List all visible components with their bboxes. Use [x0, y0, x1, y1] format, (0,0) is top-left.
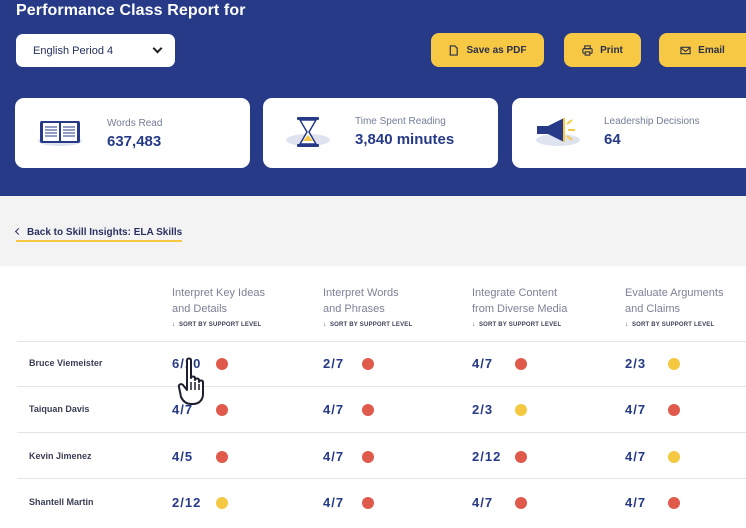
email-button[interactable]: Email — [659, 33, 746, 67]
score-cell[interactable]: 4/7 — [625, 402, 647, 417]
column-header-diverse-media: Integrate Content from Diverse Media — [472, 287, 568, 315]
class-select[interactable]: English Period 4 — [16, 34, 175, 67]
printer-icon — [582, 44, 593, 56]
column-header-words-phrases: Interpret Words and Phrases — [323, 287, 399, 315]
chevron-down-icon — [152, 43, 163, 54]
row-divider — [17, 432, 746, 433]
support-level-dot — [515, 497, 527, 509]
support-level-dot — [362, 451, 374, 463]
save-pdf-button[interactable]: Save as PDF — [431, 33, 544, 67]
back-link[interactable]: Back to Skill Insights: ELA Skills — [14, 227, 183, 242]
student-name: Kevin Jimenez — [29, 451, 92, 461]
support-level-dot — [515, 404, 527, 416]
row-divider — [17, 341, 746, 342]
support-level-dot — [216, 358, 228, 370]
score-cell[interactable]: 4/7 — [323, 495, 345, 510]
score-cell[interactable]: 4/7 — [472, 495, 494, 510]
support-level-dot — [668, 451, 680, 463]
row-divider — [17, 478, 746, 479]
stat-card-leadership: Leadership Decisions 64 — [512, 98, 746, 168]
support-level-dot — [668, 358, 680, 370]
support-level-dot — [515, 358, 527, 370]
score-cell[interactable]: 4/7 — [323, 449, 345, 464]
save-pdf-label: Save as PDF — [466, 44, 527, 56]
support-level-dot — [515, 451, 527, 463]
print-label: Print — [600, 44, 623, 56]
email-label: Email — [698, 44, 725, 56]
student-name: Shantell Martin — [29, 497, 94, 507]
score-cell[interactable]: 4/7 — [172, 402, 194, 417]
book-icon — [38, 121, 82, 146]
subnav-band — [0, 196, 746, 266]
chevron-left-icon — [14, 227, 23, 236]
score-cell[interactable]: 4/7 — [472, 356, 494, 371]
page-title: Performance Class Report for — [16, 2, 246, 19]
sort-button[interactable]: ↓ SORT BY SUPPORT LEVEL — [472, 322, 562, 328]
hand-pointer-icon — [177, 357, 204, 405]
stat-card-words-read: Words Read 637,483 — [15, 98, 250, 168]
score-cell[interactable]: 2/3 — [472, 402, 494, 417]
support-level-dot — [362, 404, 374, 416]
stat-label: Leadership Decisions — [604, 116, 700, 127]
score-cell[interactable]: 4/7 — [625, 449, 647, 464]
score-cell[interactable]: 4/7 — [625, 495, 647, 510]
stat-card-time-reading: Time Spent Reading 3,840 minutes — [263, 98, 498, 168]
score-cell[interactable]: 2/7 — [323, 356, 345, 371]
support-level-dot — [216, 497, 228, 509]
megaphone-icon — [536, 118, 580, 146]
stat-value: 64 — [604, 131, 621, 148]
support-level-dot — [668, 404, 680, 416]
row-divider — [17, 386, 746, 387]
support-level-dot — [216, 404, 228, 416]
stat-label: Time Spent Reading — [355, 116, 446, 127]
back-link-label: Back to Skill Insights: ELA Skills — [27, 227, 183, 238]
score-cell[interactable]: 4/5 — [172, 449, 194, 464]
student-name: Taiquan Davis — [29, 404, 90, 414]
score-cell[interactable]: 2/12 — [172, 495, 202, 510]
support-level-dot — [216, 451, 228, 463]
score-cell[interactable]: 2/3 — [625, 356, 647, 371]
column-header-arguments-claims: Evaluate Arguments and Claims — [625, 287, 724, 315]
stat-value: 637,483 — [107, 133, 162, 150]
print-button[interactable]: Print — [564, 33, 641, 67]
sort-button[interactable]: ↓ SORT BY SUPPORT LEVEL — [172, 322, 262, 328]
student-name: Bruce Viemeister — [29, 358, 103, 368]
score-cell[interactable]: 4/7 — [323, 402, 345, 417]
class-select-value: English Period 4 — [33, 44, 114, 57]
support-level-dot — [668, 497, 680, 509]
column-header-key-ideas: Interpret Key Ideas and Details — [172, 287, 265, 315]
stat-label: Words Read — [107, 118, 163, 129]
sort-button[interactable]: ↓ SORT BY SUPPORT LEVEL — [323, 322, 413, 328]
hourglass-icon — [286, 117, 330, 147]
document-icon — [450, 44, 459, 56]
envelope-icon — [680, 46, 691, 54]
support-level-dot — [362, 497, 374, 509]
support-level-dot — [362, 358, 374, 370]
sort-button[interactable]: ↓ SORT BY SUPPORT LEVEL — [625, 322, 715, 328]
score-cell[interactable]: 2/12 — [472, 449, 502, 464]
stat-value: 3,840 minutes — [355, 131, 455, 148]
